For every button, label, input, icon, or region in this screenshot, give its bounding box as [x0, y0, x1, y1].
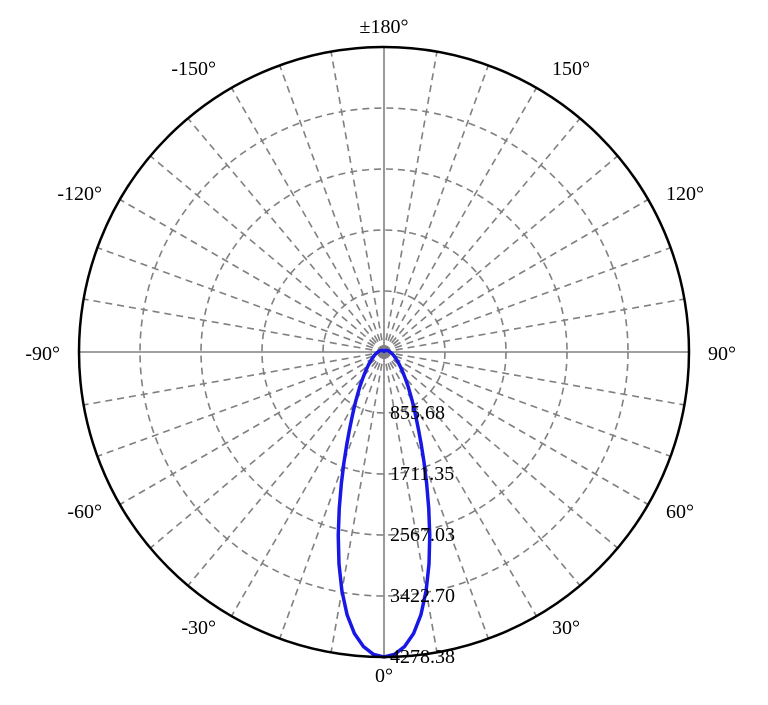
polar-chart: 855.68 1711.35 2567.03 3422.70 4278.38 ±180°… — [0, 0, 768, 705]
angle-tick-label: -120° — [57, 183, 102, 205]
angle-tick-label: ±180° — [360, 16, 409, 38]
angle-tick-label: 120° — [666, 183, 704, 205]
angle-tick-label: -90° — [25, 343, 60, 365]
radial-tick-label: 1711.35 — [390, 463, 454, 485]
radial-tick-label: 2567.03 — [390, 524, 455, 546]
angle-tick-label: 0° — [375, 665, 393, 687]
grid-spoke — [188, 352, 384, 586]
grid-spoke — [150, 156, 384, 352]
radial-tick-label: 3422.70 — [390, 585, 455, 607]
grid-spoke — [384, 118, 580, 352]
angle-tick-label: 150° — [552, 58, 590, 80]
radial-tick-label: 4278.38 — [390, 646, 455, 668]
angle-tick-label: 60° — [666, 501, 694, 523]
angle-tick-label: 30° — [552, 617, 580, 639]
radial-tick-label: 855.68 — [390, 402, 445, 424]
angle-tick-label: 90° — [708, 343, 736, 365]
grid-spoke — [188, 118, 384, 352]
angle-tick-label: -150° — [171, 58, 216, 80]
grid-spoke — [384, 156, 618, 352]
angle-tick-label: -30° — [181, 617, 216, 639]
grid-spoke — [150, 352, 384, 548]
angle-tick-label: -60° — [67, 501, 102, 523]
grid-spoke — [384, 352, 618, 548]
